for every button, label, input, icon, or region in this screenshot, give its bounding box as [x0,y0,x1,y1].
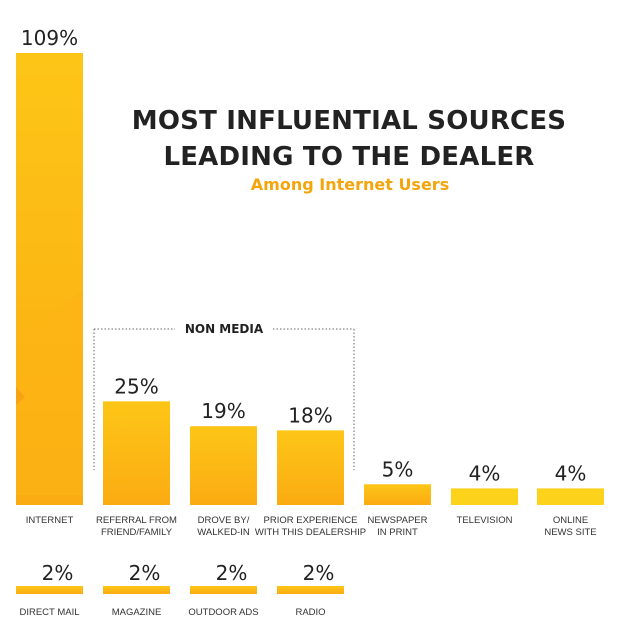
bar-outdoor-ads [190,586,257,594]
value-label-direct-mail: 2% [42,561,74,585]
category-label-prior-experience-with-this-dealership: WITH THIS DEALERSHIP [255,527,366,538]
bar-radio [277,586,344,594]
bar-internet-notch [16,387,25,405]
value-label-television: 4% [469,461,501,485]
category-label-direct-mail: DIRECT MAIL [19,607,79,618]
bar-online-news-site [537,488,604,505]
category-label-prior-experience-with-this-dealership: PRIOR EXPERIENCE [264,515,358,526]
value-label-referral-from-friend-family: 25% [114,374,158,398]
category-label-magazine: MAGAZINE [112,607,162,618]
bar-magazine [103,586,170,594]
value-label-outdoor-ads: 2% [216,561,248,585]
value-label-internet: 109% [21,26,78,50]
non-media-bracket: NON MEDIA [93,322,355,470]
bars-group [16,53,604,594]
category-label-internet: INTERNET [26,515,74,526]
bar-newspaper-in-print [364,484,431,505]
category-label-referral-from-friend-family: FRIEND/FAMILY [101,527,173,538]
labels-group: 109% INTERNET 25% REFERRAL FROMFRIEND/FAMIL… [19,26,596,618]
title-group: MOST INFLUENTIAL SOURCES LEADING TO THE D… [132,106,566,194]
bar-prior-experience-with-this-dealership [277,430,344,505]
bar-internet-shade [16,290,83,495]
bar-referral-from-friend-family [103,401,170,505]
category-label-drove-by-walked-in: DROVE BY/ [198,515,250,526]
value-label-radio: 2% [303,561,335,585]
chart-title-line: MOST INFLUENTIAL SOURCES [132,106,566,136]
category-label-outdoor-ads: OUTDOOR ADS [188,607,258,618]
value-label-drove-by-walked-in: 19% [201,399,245,423]
bar-drove-by-walked-in [190,426,257,505]
value-label-newspaper-in-print: 5% [382,457,414,481]
chart-subtitle: Among Internet Users [251,175,449,194]
bar-direct-mail [16,586,83,594]
bar-television [451,488,518,505]
category-label-newspaper-in-print: IN PRINT [377,527,418,538]
category-label-referral-from-friend-family: REFERRAL FROM [96,515,177,526]
chart-title-line: LEADING TO THE DEALER [163,142,534,172]
category-label-radio: RADIO [295,607,325,618]
group-label-non-media: NON MEDIA [185,322,264,336]
category-label-online-news-site: ONLINE [553,515,588,526]
value-label-magazine: 2% [129,561,161,585]
value-label-online-news-site: 4% [555,461,587,485]
category-label-drove-by-walked-in: WALKED-IN [197,527,250,538]
value-label-prior-experience-with-this-dealership: 18% [288,403,332,427]
category-label-newspaper-in-print: NEWSPAPER [367,515,427,526]
category-label-television: TELEVISION [457,515,513,526]
category-label-online-news-site: NEWS SITE [544,527,596,538]
